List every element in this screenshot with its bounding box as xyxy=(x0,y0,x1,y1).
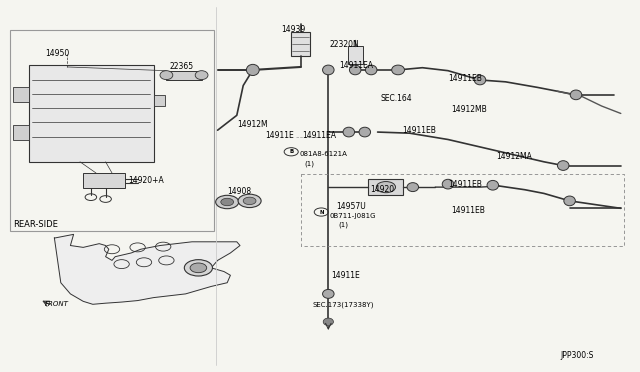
Text: FRONT: FRONT xyxy=(45,301,68,307)
Text: B: B xyxy=(289,149,293,154)
Ellipse shape xyxy=(160,71,173,80)
Circle shape xyxy=(376,182,396,193)
Circle shape xyxy=(243,197,256,205)
Text: (1): (1) xyxy=(305,160,315,167)
Bar xyxy=(348,46,363,64)
Text: 0B711-J081G: 0B711-J081G xyxy=(330,213,376,219)
Ellipse shape xyxy=(323,65,334,75)
Bar xyxy=(10,30,214,231)
Ellipse shape xyxy=(487,180,499,190)
Ellipse shape xyxy=(570,90,582,100)
Circle shape xyxy=(216,195,239,209)
Text: 14911EB: 14911EB xyxy=(448,180,482,189)
Text: SEC.173(17338Y): SEC.173(17338Y) xyxy=(312,302,374,308)
Circle shape xyxy=(184,260,212,276)
Text: 14911EB: 14911EB xyxy=(402,126,436,135)
Ellipse shape xyxy=(195,71,208,80)
Text: 22320N: 22320N xyxy=(330,40,359,49)
Text: 22365: 22365 xyxy=(170,62,194,71)
Text: 14911EA: 14911EA xyxy=(339,61,373,70)
Text: 14912MB: 14912MB xyxy=(451,105,487,114)
Text: 14911EB: 14911EB xyxy=(451,206,485,215)
Text: 14920+A: 14920+A xyxy=(128,176,164,185)
Text: 14908: 14908 xyxy=(227,187,252,196)
Text: 14939: 14939 xyxy=(282,25,306,34)
Ellipse shape xyxy=(365,65,377,75)
Bar xyxy=(166,71,202,80)
Text: 081A8-6121A: 081A8-6121A xyxy=(300,151,348,157)
Bar xyxy=(154,95,165,106)
Bar xyxy=(83,173,125,188)
Ellipse shape xyxy=(442,179,454,189)
Polygon shape xyxy=(54,234,240,304)
Text: JPP300:S: JPP300:S xyxy=(560,351,593,360)
Ellipse shape xyxy=(557,161,569,170)
Ellipse shape xyxy=(564,196,575,206)
Text: 14950: 14950 xyxy=(45,49,69,58)
Text: 14911E: 14911E xyxy=(266,131,294,140)
Ellipse shape xyxy=(323,318,333,326)
Text: 14911EB: 14911EB xyxy=(448,74,482,83)
Text: 14911E: 14911E xyxy=(332,271,360,280)
Ellipse shape xyxy=(349,65,361,75)
Ellipse shape xyxy=(407,183,419,192)
Bar xyxy=(368,179,403,195)
Text: SEC.164: SEC.164 xyxy=(381,94,412,103)
Ellipse shape xyxy=(246,64,259,76)
Ellipse shape xyxy=(323,289,334,298)
Circle shape xyxy=(190,263,207,273)
Bar xyxy=(291,32,310,56)
Text: (1): (1) xyxy=(338,221,348,228)
Bar xyxy=(13,87,29,102)
Ellipse shape xyxy=(359,127,371,137)
Text: 14912MA: 14912MA xyxy=(496,152,532,161)
Circle shape xyxy=(238,194,261,208)
Text: 14920: 14920 xyxy=(370,185,394,194)
Text: N: N xyxy=(319,209,324,215)
Ellipse shape xyxy=(343,127,355,137)
Bar xyxy=(13,125,29,140)
Circle shape xyxy=(221,198,234,206)
Ellipse shape xyxy=(474,75,486,85)
Text: REAR-SIDE: REAR-SIDE xyxy=(13,220,58,229)
Bar xyxy=(29,65,154,162)
Text: 14912M: 14912M xyxy=(237,120,268,129)
Text: 14911EA: 14911EA xyxy=(302,131,336,140)
Text: 14957U: 14957U xyxy=(336,202,365,211)
Ellipse shape xyxy=(392,65,404,75)
